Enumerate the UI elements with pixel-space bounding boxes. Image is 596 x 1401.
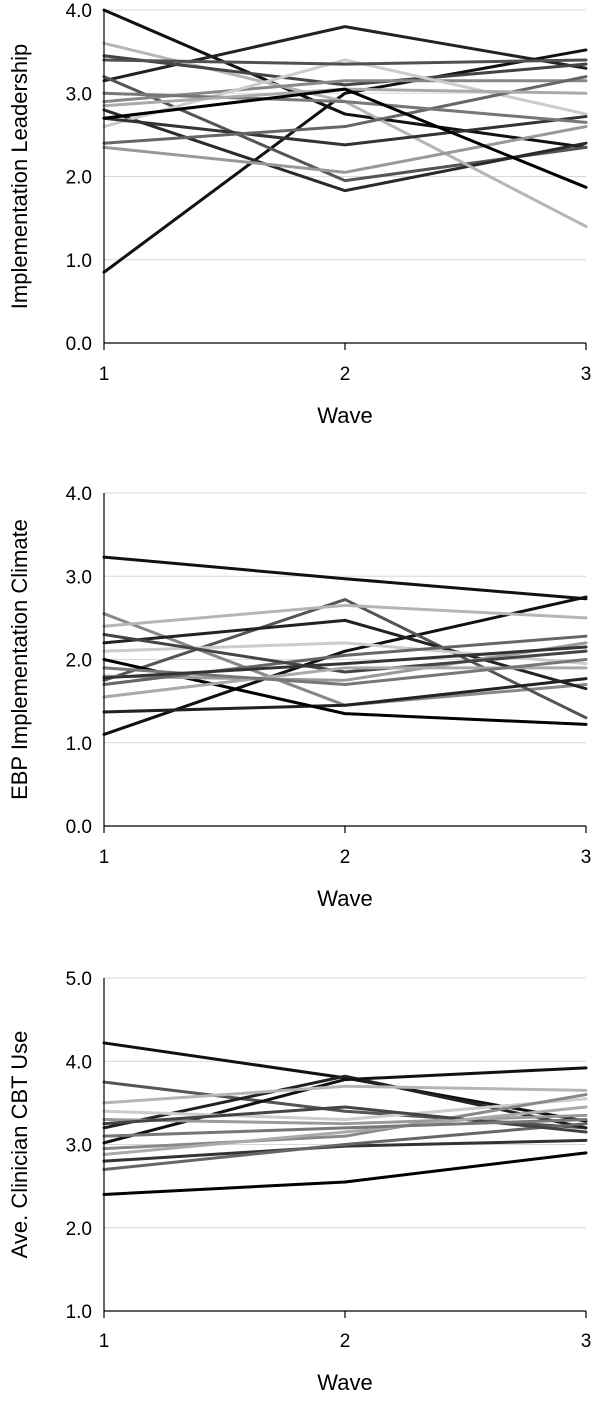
series-line-4	[102, 598, 588, 720]
y-tick-label: 3.0	[66, 84, 92, 105]
y-tick-label: 1.0	[66, 734, 92, 755]
series-line-7	[102, 54, 588, 87]
series-line-5	[102, 1151, 588, 1196]
chart-ebp-implementation-climate: 0.0 1.0 2.0 3.0 4.0 1 2 3 Wave EBP Implementat…	[7, 484, 591, 911]
series-line-15	[102, 645, 588, 680]
x-tick-label: 2	[340, 364, 351, 385]
chart-implementation-leadership: 0.0 1.0 2.0 3.0 4.0 1 2 3 Wave Implementation …	[7, 1, 591, 428]
x-tick-label: 1	[99, 847, 110, 868]
y-tick-label: 3.0	[66, 567, 92, 588]
x-tick-label: 3	[581, 847, 592, 868]
series-line-10	[102, 641, 588, 682]
series-line-13	[102, 91, 588, 124]
x-axis-title: Wave	[317, 1370, 372, 1395]
series-line-5	[102, 108, 588, 193]
x-tick-label: 3	[581, 1331, 592, 1352]
series-line-8	[102, 603, 588, 628]
series-line-12	[102, 125, 588, 174]
series-line-15	[102, 58, 588, 66]
x-axis-title: Wave	[317, 886, 372, 911]
series-line-13	[102, 1105, 588, 1156]
y-tick-label: 3.0	[66, 1136, 92, 1157]
y-tick-label: 0.0	[66, 334, 92, 355]
y-tick-label: 1.0	[66, 1302, 92, 1323]
x-tick-label: 2	[340, 847, 351, 868]
series-line-9	[102, 58, 588, 129]
y-tick-label: 5.0	[66, 969, 92, 990]
series-line-1	[102, 8, 588, 149]
series-line-3	[102, 1074, 588, 1130]
y-tick-label: 4.0	[66, 1, 92, 22]
series-line-10	[102, 1122, 588, 1171]
x-tick-label: 1	[99, 364, 110, 385]
y-tick-label: 2.0	[66, 1219, 92, 1240]
y-axis-title: EBP Implementation Climate	[7, 519, 32, 800]
series-line-14	[102, 1118, 588, 1138]
y-tick-label: 4.0	[66, 1052, 92, 1073]
series-line-16	[102, 87, 588, 189]
series-line-8	[102, 1097, 588, 1122]
y-tick-label: 2.0	[66, 651, 92, 672]
x-tick-label: 1	[99, 1331, 110, 1352]
series-line-10	[102, 115, 588, 147]
series-line-12	[102, 633, 588, 674]
series-line-9	[102, 1093, 588, 1151]
y-axis-title: Implementation Leadership	[7, 44, 32, 309]
y-tick-label: 0.0	[66, 817, 92, 838]
x-axis-title: Wave	[317, 403, 372, 428]
series-line-2	[102, 25, 588, 83]
chart-clinician-cbt-use: 1.0 2.0 3.0 4.0 5.0 1 2 3 Wave Ave. Clinician …	[7, 969, 591, 1395]
y-tick-label: 2.0	[66, 168, 92, 189]
series-line-1	[102, 1041, 588, 1123]
series-line-1	[102, 555, 588, 601]
series-line-3	[102, 48, 588, 274]
y-tick-label: 4.0	[66, 484, 92, 505]
series-line-11	[102, 1113, 588, 1126]
x-tick-label: 2	[340, 1331, 351, 1352]
series-line-7	[102, 1084, 588, 1105]
series-line-5	[102, 618, 588, 691]
series-line-6	[102, 1138, 588, 1163]
series-line-6	[102, 677, 588, 714]
y-tick-label: 1.0	[66, 251, 92, 272]
x-tick-label: 3	[581, 364, 592, 385]
y-axis-title: Ave. Clinician CBT Use	[7, 1031, 32, 1259]
